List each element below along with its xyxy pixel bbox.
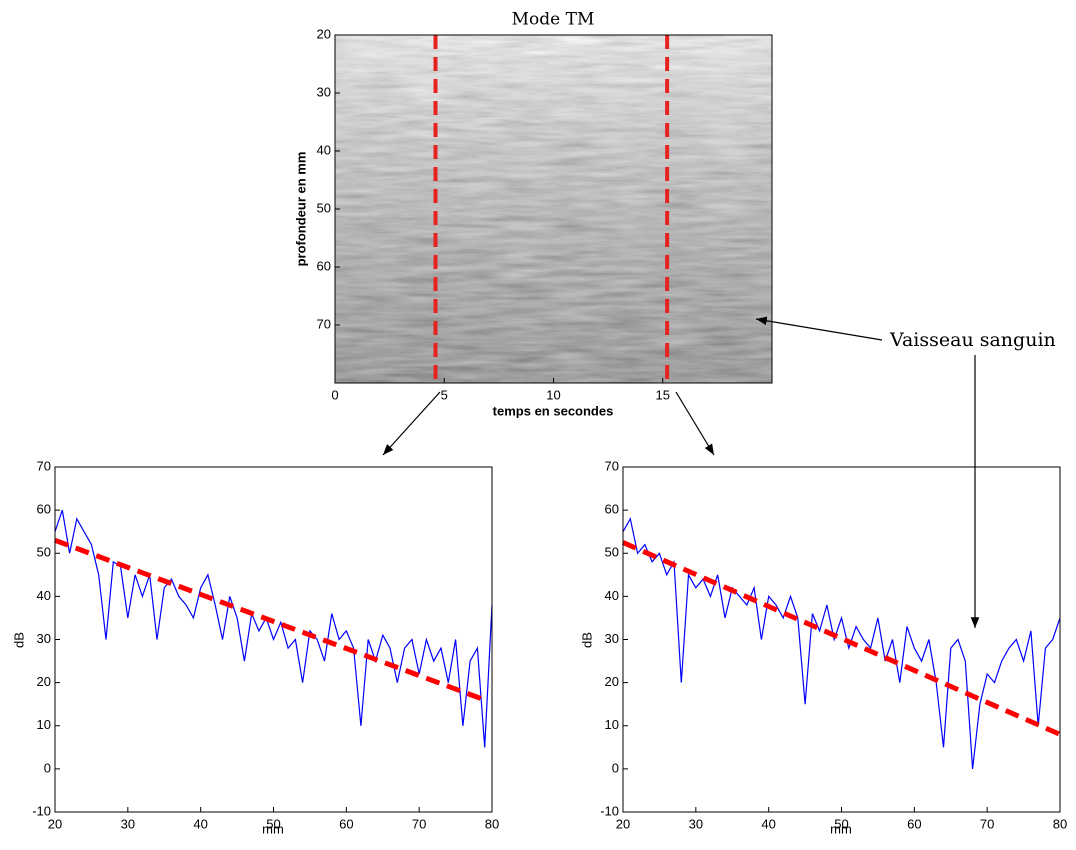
y-tick-label: 70	[317, 316, 331, 331]
y-tick-label: 50	[317, 200, 331, 215]
data-line	[54, 509, 493, 748]
x-axis-label: mm	[830, 821, 852, 836]
y-tick-label: -10	[32, 803, 51, 818]
y-tick-label: 20	[37, 674, 51, 689]
x-tick-label: 60	[907, 816, 921, 831]
y-tick-label: 70	[605, 458, 619, 473]
y-tick-label: 50	[605, 545, 619, 560]
axes-frame	[622, 466, 1061, 813]
x-tick-label: 60	[339, 816, 353, 831]
axes-frame	[334, 34, 773, 384]
annotation: Vaisseau sanguin	[889, 329, 1056, 351]
axes-frame	[54, 466, 493, 813]
data-line	[622, 517, 1061, 769]
x-axis-label: mm	[262, 821, 284, 836]
x-tick-label: 0	[331, 387, 338, 402]
y-tick-label: 60	[37, 502, 51, 517]
trend-line	[621, 540, 1062, 737]
x-tick-label: 70	[980, 816, 994, 831]
x-tick-label: 40	[761, 816, 775, 831]
chart-title: Mode TM	[512, 10, 595, 30]
x-tick-label: 5	[441, 387, 448, 402]
trend-line	[54, 537, 486, 703]
x-tick-label: 30	[689, 816, 703, 831]
y-axis-label: dB	[11, 632, 26, 648]
y-axis-label: dB	[579, 632, 594, 648]
y-tick-label: 60	[605, 502, 619, 517]
x-tick-label: 70	[412, 816, 426, 831]
link-arrow	[382, 391, 441, 456]
y-tick-label: 20	[317, 26, 331, 41]
y-tick-label: -10	[600, 803, 619, 818]
y-tick-label: 30	[37, 631, 51, 646]
y-tick-label: 10	[605, 717, 619, 732]
x-tick-label: 80	[485, 816, 499, 831]
x-axis-label: temps en secondes	[493, 403, 614, 418]
y-tick-label: 40	[317, 142, 331, 157]
y-tick-label: 0	[612, 760, 619, 775]
y-tick-label: 40	[37, 588, 51, 603]
y-tick-label: 60	[317, 258, 331, 273]
x-tick-label: 80	[1053, 816, 1067, 831]
y-tick-label: 0	[44, 760, 51, 775]
y-tick-label: 40	[605, 588, 619, 603]
y-tick-label: 20	[605, 674, 619, 689]
y-axis-label: profondeur en mm	[293, 152, 308, 267]
x-tick-label: 50	[266, 816, 280, 831]
y-tick-label: 70	[37, 458, 51, 473]
annotation-arrow	[755, 316, 883, 341]
x-tick-label: 20	[48, 816, 62, 831]
y-tick-label: 50	[37, 545, 51, 560]
x-tick-label: 10	[546, 387, 560, 402]
x-tick-label: 50	[834, 816, 848, 831]
y-tick-label: 10	[37, 717, 51, 732]
y-tick-label: 30	[605, 631, 619, 646]
x-tick-label: 40	[193, 816, 207, 831]
x-tick-label: 20	[616, 816, 630, 831]
x-tick-label: 30	[121, 816, 135, 831]
link-arrow	[675, 391, 715, 456]
tm-image	[335, 35, 772, 383]
x-tick-label: 15	[656, 387, 670, 402]
y-tick-label: 30	[317, 84, 331, 99]
